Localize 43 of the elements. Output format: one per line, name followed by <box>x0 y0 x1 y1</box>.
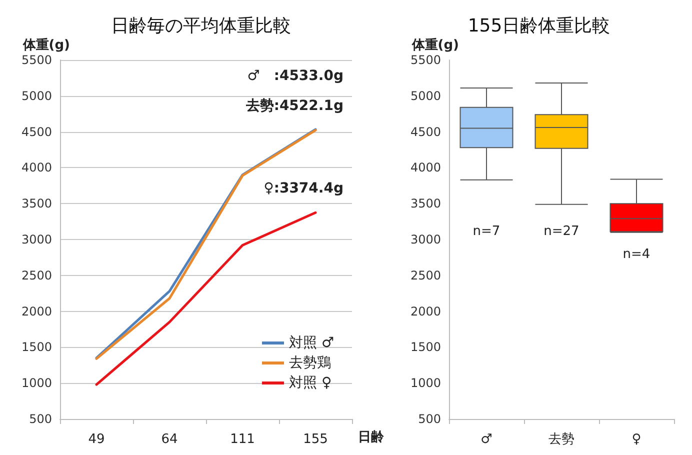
y-tick-label: 3000 <box>21 232 52 246</box>
y-tick-label: 2500 <box>410 268 441 282</box>
annotation: n=4 <box>622 246 650 262</box>
y-tick-label: 5000 <box>410 88 441 103</box>
y-tick-label: 4000 <box>21 160 52 175</box>
y-axis-title: 体重(g) <box>22 37 70 53</box>
chart-title: 日齢毎の平均体重比較 <box>111 16 291 36</box>
legend-label: 対照 ♂ <box>289 335 334 351</box>
y-tick-label: 2500 <box>21 268 52 282</box>
y-tick-label: 1000 <box>410 376 441 390</box>
x-tick-label: 49 <box>88 432 105 447</box>
y-tick-label: 5500 <box>410 53 441 67</box>
y-tick-label: 1000 <box>21 376 52 390</box>
y-tick-label: 2000 <box>21 304 52 318</box>
annotation: ♂ :4533.0g <box>247 68 344 84</box>
annotation: ♀:3374.4g <box>264 180 344 197</box>
x-tick-label: 64 <box>161 432 178 447</box>
y-tick-label: 3500 <box>410 196 441 211</box>
legend-label: 去勢鶏 <box>289 355 331 371</box>
x-tick-label: ♂ <box>480 432 492 447</box>
chart-title: 155日齢体重比較 <box>468 16 610 36</box>
y-axis-title: 体重(g) <box>410 37 459 53</box>
y-tick-label: 3000 <box>410 232 441 246</box>
y-tick-label: 500 <box>418 412 441 426</box>
annotation: n=27 <box>544 224 580 240</box>
y-tick-label: 4500 <box>410 124 441 139</box>
x-tick-label: 去勢 <box>548 432 574 447</box>
annotation: 去勢:4522.1g <box>244 98 344 114</box>
x-axis-title: 日齢 <box>358 430 385 445</box>
annotation: n=7 <box>472 224 500 240</box>
y-tick-label: 5000 <box>21 88 52 103</box>
x-tick-label: ♀ <box>632 432 642 447</box>
x-tick-label: 111 <box>230 432 255 447</box>
x-tick-label: 155 <box>303 432 328 447</box>
y-tick-label: 1500 <box>410 340 441 354</box>
legend-label: 対照 ♀ <box>289 375 332 391</box>
y-tick-label: 5500 <box>21 53 52 67</box>
y-tick-label: 4000 <box>410 160 441 175</box>
y-tick-label: 500 <box>29 412 52 426</box>
y-tick-label: 4500 <box>21 124 52 139</box>
y-tick-label: 1500 <box>21 340 52 354</box>
y-tick-label: 3500 <box>21 196 52 211</box>
y-tick-label: 2000 <box>410 304 441 318</box>
